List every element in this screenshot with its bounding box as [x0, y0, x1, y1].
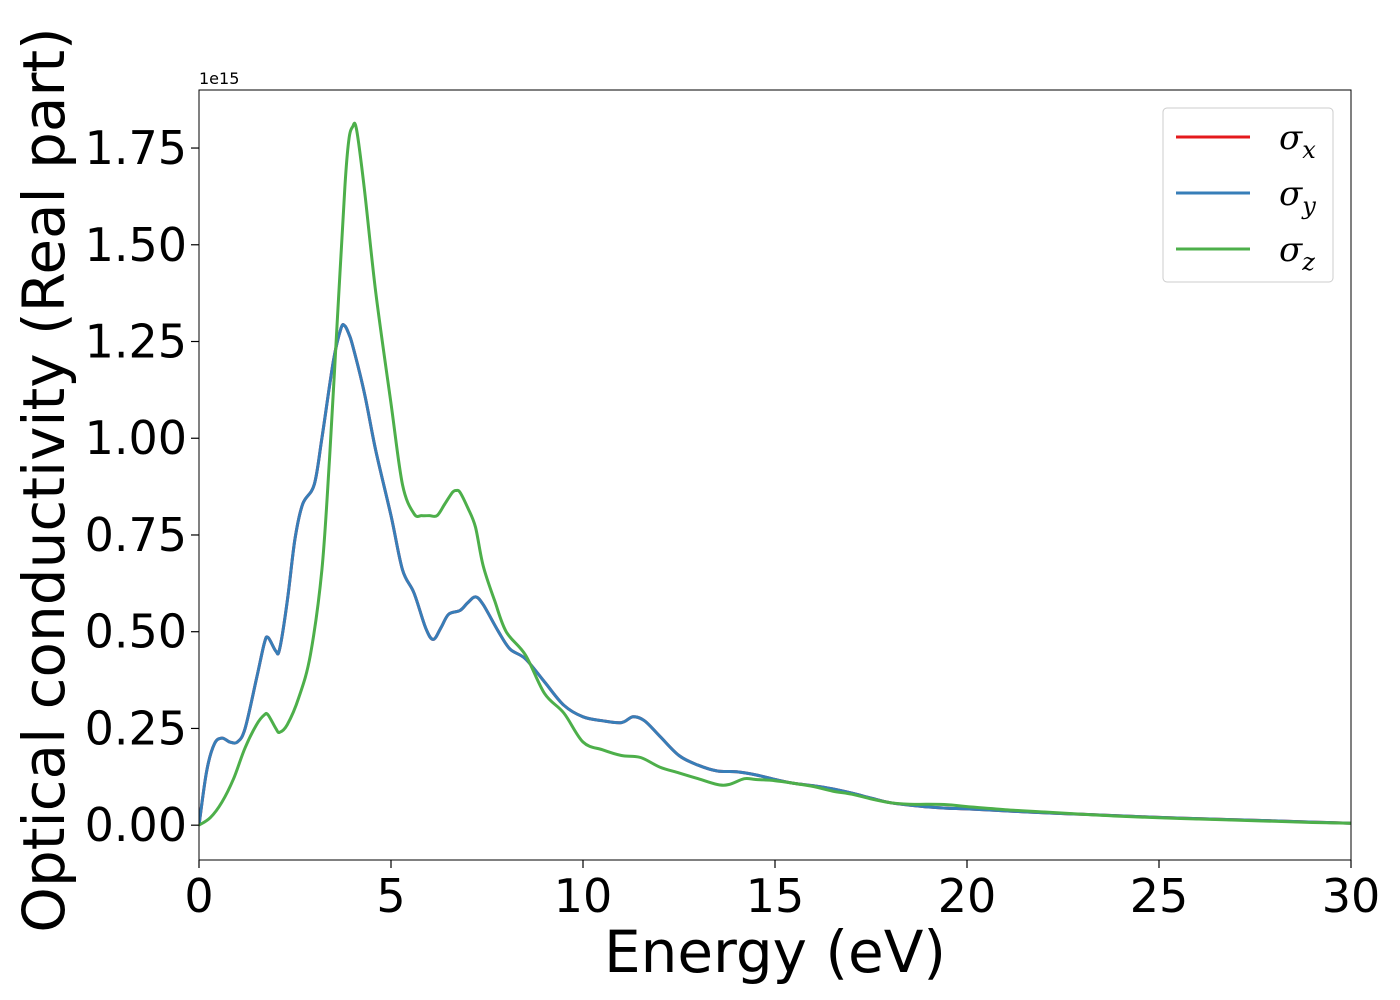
x-tick-label: 25 [1130, 869, 1189, 923]
series-layer [199, 121, 1351, 827]
legend: σx σy σz [1162, 107, 1334, 283]
series-line-sigma-y [199, 322, 1351, 826]
y-tick-label: 1.00 [85, 411, 187, 465]
x-tick-label: 0 [184, 869, 213, 923]
y-tick-label: 1.50 [85, 218, 187, 272]
legend-label: σz [1279, 230, 1315, 276]
legend-box [1162, 107, 1334, 283]
x-tick-label: 15 [746, 869, 805, 923]
y-tick-label: 1.25 [85, 315, 187, 369]
x-tick-label: 5 [376, 869, 405, 923]
y-tick-label: 0.00 [85, 798, 187, 852]
x-axis: 0 5 10 15 20 25 30 [184, 860, 1380, 923]
y-tick-label: 1.75 [85, 121, 187, 175]
x-tick-label: 10 [554, 869, 613, 923]
y-axis-label: Optical conductivity (Real part) [10, 27, 78, 932]
legend-label: σy [1279, 174, 1316, 220]
y-tick-label: 0.50 [85, 605, 187, 659]
y-tick-label: 0.75 [85, 508, 187, 562]
x-tick-label: 20 [938, 869, 997, 923]
y-axis-offset-label: 1e15 [199, 69, 239, 88]
series-line-sigma-z [199, 121, 1351, 827]
y-axis: 0.00 0.25 0.50 0.75 1.00 1.25 1.50 1.75 [85, 121, 199, 852]
y-tick-label: 0.25 [85, 701, 187, 755]
x-tick-label: 30 [1322, 869, 1381, 923]
legend-label: σx [1279, 118, 1316, 164]
x-axis-label: Energy (eV) [604, 918, 946, 986]
